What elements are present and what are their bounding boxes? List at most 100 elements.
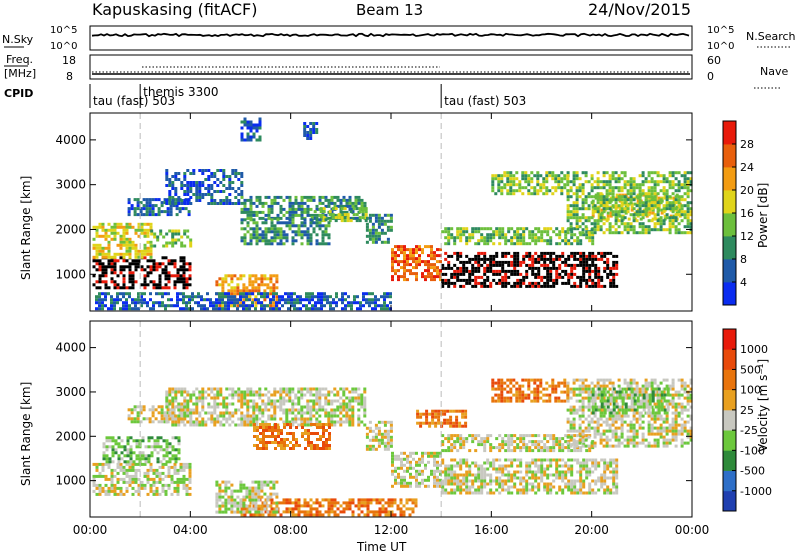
power-cell: [501, 230, 505, 234]
velocity-cell: [309, 420, 313, 424]
power-cell: [596, 171, 600, 175]
power-cell: [288, 224, 292, 228]
power-cell: [188, 268, 192, 272]
power-cell: [343, 219, 347, 223]
velocity-cell: [222, 399, 226, 403]
power-cell: [662, 192, 666, 196]
power-cell: [174, 232, 178, 236]
power-cell: [260, 292, 263, 296]
power-cell: [570, 284, 574, 288]
velocity-cell: [105, 445, 109, 449]
velocity-cell: [306, 402, 310, 406]
velocity-cell: [282, 402, 286, 406]
velocity-cell: [158, 465, 162, 469]
power-cell: [189, 202, 193, 205]
velocity-cell: [507, 470, 511, 474]
power-cell: [172, 204, 176, 208]
power-cell: [638, 222, 642, 226]
power-cell: [507, 275, 511, 279]
power-cell: [145, 204, 149, 208]
velocity-cell: [394, 481, 397, 485]
power-cell: [674, 183, 678, 187]
velocity-cell: [219, 402, 223, 406]
power-cell: [483, 251, 487, 255]
power-cell: [296, 298, 299, 302]
velocity-cell: [143, 471, 147, 475]
power-cell: [137, 222, 141, 226]
velocity-cell: [174, 423, 178, 427]
velocity-cell: [465, 491, 469, 495]
power-cell: [101, 222, 105, 226]
power-cell: [683, 204, 687, 208]
power-cell: [116, 252, 120, 256]
power-cell: [173, 265, 177, 269]
power-cell: [444, 236, 448, 240]
power-cell: [104, 228, 108, 232]
velocity-cell: [135, 442, 139, 446]
power-cell: [98, 243, 102, 247]
power-cell: [155, 286, 159, 290]
velocity-cell: [297, 399, 301, 403]
power-cell: [668, 219, 672, 223]
velocity-cell: [354, 399, 358, 403]
power-cell: [418, 260, 421, 264]
power-cell: [597, 269, 601, 273]
power-cell: [252, 213, 256, 217]
velocity-cell: [283, 426, 286, 429]
power-cell: [611, 174, 615, 178]
velocity-cell: [141, 439, 145, 443]
velocity-cell: [427, 454, 430, 458]
power-cell: [386, 307, 389, 311]
power-cell: [320, 295, 323, 299]
velocity-cell: [495, 467, 499, 471]
power-cell: [506, 174, 510, 178]
power-cell: [343, 207, 347, 211]
power-cell: [107, 286, 111, 290]
power-cell: [358, 210, 362, 214]
power-cell: [609, 272, 613, 276]
velocity-cell: [228, 393, 232, 397]
power-cell: [246, 216, 250, 220]
power-cell: [474, 254, 478, 258]
power-cell: [533, 189, 537, 193]
velocity-cell: [412, 466, 415, 470]
power-cell: [276, 233, 280, 237]
power-cell: [243, 239, 247, 243]
velocity-cell: [306, 405, 310, 409]
power-cell: [327, 198, 331, 202]
power-cell: [122, 292, 125, 296]
power-cell: [680, 195, 684, 199]
velocity-cell: [101, 486, 105, 490]
power-cell: [240, 193, 244, 196]
power-cell: [591, 205, 595, 209]
power-cell: [459, 236, 463, 240]
velocity-cell: [107, 486, 111, 490]
power-cell: [272, 304, 276, 308]
velocity-cell: [104, 489, 108, 493]
velocity-cell: [319, 435, 322, 438]
power-cell: [659, 198, 663, 202]
velocity-cell: [156, 442, 160, 446]
velocity-cell: [282, 420, 286, 424]
velocity-cell: [165, 390, 169, 394]
power-cell: [273, 198, 277, 202]
power-cell: [570, 254, 574, 258]
power-cell: [506, 189, 510, 193]
power-cell: [534, 275, 538, 279]
power-cell: [374, 216, 378, 220]
power-cell: [400, 251, 403, 255]
velocity-cell: [450, 491, 454, 495]
power-cell: [462, 278, 466, 282]
power-cell: [191, 295, 194, 299]
velocity-cell: [222, 423, 226, 427]
power-cell: [537, 269, 541, 273]
power-cell: [575, 213, 579, 217]
power-cell: [354, 201, 358, 205]
velocity-cell: [291, 387, 295, 391]
power-cell: [258, 227, 262, 231]
power-cell: [171, 202, 175, 205]
power-cell: [186, 202, 190, 205]
power-cell: [480, 239, 484, 243]
power-cell: [608, 198, 612, 202]
power-cell: [294, 210, 298, 214]
